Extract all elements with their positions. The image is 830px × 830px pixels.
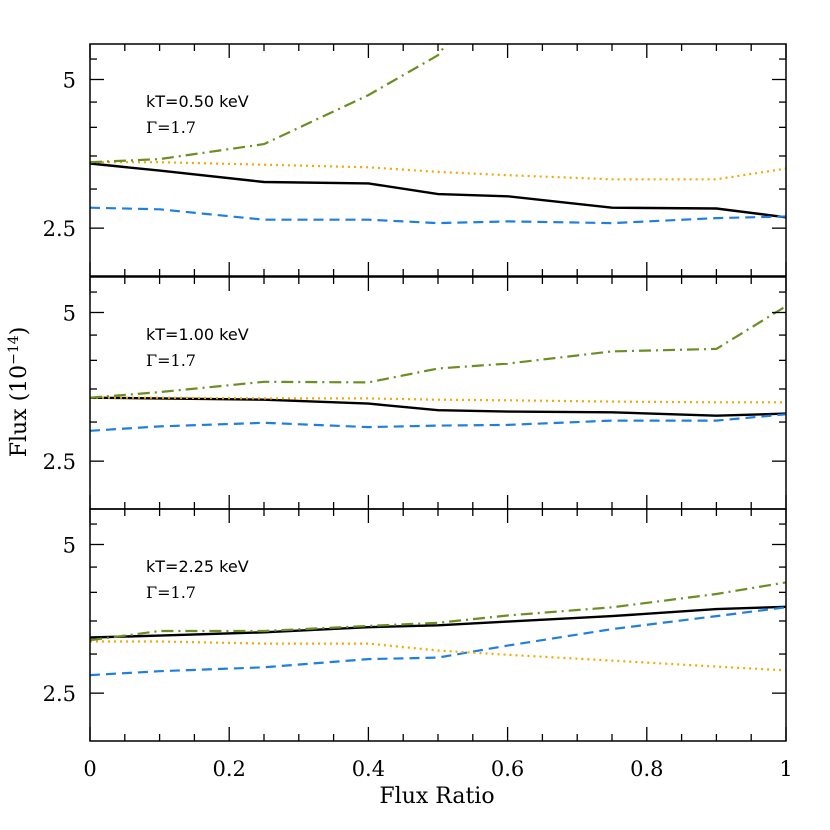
panel-kt-label: kT=1.00 keV xyxy=(146,325,249,344)
gamma-symbol: Γ xyxy=(146,583,157,602)
y-axis-title-close: ) xyxy=(7,327,32,336)
y-tick-label: 5 xyxy=(63,68,76,92)
panel-kt-label: kT=2.25 keV xyxy=(146,557,249,576)
panel-1-series xyxy=(90,44,786,225)
y-tick-label: 2.5 xyxy=(43,682,76,706)
gamma-value: =1.7 xyxy=(157,351,196,370)
series-line-solid xyxy=(90,396,786,417)
x-axis-title: Flux Ratio xyxy=(379,784,494,809)
gamma-symbol: Γ xyxy=(146,351,157,370)
panel-3: 5 2.5 kT=2.25 keV Γ=1.7 xyxy=(43,508,787,742)
panel-gamma-label: Γ=1.7 xyxy=(146,118,196,137)
y-axis-title-exponent: −14 xyxy=(6,335,22,365)
panel-1: 5 2.5 kT=0.50 keV Γ=1.7 xyxy=(43,43,787,277)
series-line-solid xyxy=(90,162,786,219)
series-line-dotted xyxy=(90,161,786,181)
axes-layer: 0 0.2 0.4 0.6 0.8 1 xyxy=(83,757,792,781)
series-line-dashed xyxy=(90,606,786,677)
series-line-solid xyxy=(90,605,786,639)
series-line-dotted xyxy=(90,640,786,672)
panel-frame xyxy=(89,276,787,510)
panel-2: 5 2.5 kT=1.00 keV Γ=1.7 xyxy=(43,276,787,510)
panel-kt-label: kT=0.50 keV xyxy=(146,92,249,111)
x-tick-label: 0.6 xyxy=(491,757,524,781)
panel-gamma-label: Γ=1.7 xyxy=(146,351,196,370)
panel-frame xyxy=(89,43,787,277)
y-axis-title-main: Flux (10 xyxy=(7,365,32,457)
y-tick-label: 5 xyxy=(63,533,76,557)
series-line-dashdot xyxy=(90,44,448,164)
x-tick-label: 0 xyxy=(83,757,96,781)
x-tick-label: 0.8 xyxy=(630,757,663,781)
series-line-dashdot xyxy=(90,581,786,642)
series-line-dashed xyxy=(90,413,786,432)
x-tick-label: 0.4 xyxy=(352,757,385,781)
y-tick-label: 5 xyxy=(63,301,76,325)
y-axis-title: Flux (10−14) xyxy=(6,327,32,458)
series-line-dashed xyxy=(90,206,786,225)
gamma-symbol: Γ xyxy=(146,118,157,137)
gamma-value: =1.7 xyxy=(157,583,196,602)
panel-2-series xyxy=(90,305,786,432)
panel-3-series xyxy=(90,581,786,677)
x-tick-label: 0.2 xyxy=(212,757,245,781)
x-tick-label: 1 xyxy=(779,757,792,781)
y-tick-label: 2.5 xyxy=(43,217,76,241)
series-line-dashdot xyxy=(90,305,786,399)
y-tick-label: 2.5 xyxy=(43,450,76,474)
series-line-dotted xyxy=(90,396,786,404)
gamma-value: =1.7 xyxy=(157,118,196,137)
panel-gamma-label: Γ=1.7 xyxy=(146,583,196,602)
